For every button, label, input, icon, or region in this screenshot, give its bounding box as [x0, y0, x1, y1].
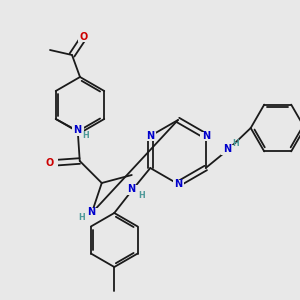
Text: O: O: [80, 32, 88, 42]
Text: H: H: [138, 190, 145, 200]
Text: N: N: [202, 131, 210, 141]
FancyBboxPatch shape: [78, 32, 90, 42]
FancyBboxPatch shape: [126, 185, 139, 195]
FancyBboxPatch shape: [46, 158, 58, 168]
Text: H: H: [232, 140, 239, 148]
Text: H: H: [78, 212, 85, 221]
Text: N: N: [146, 131, 154, 141]
Text: N: N: [87, 207, 95, 217]
Text: H: H: [82, 130, 89, 140]
FancyBboxPatch shape: [145, 131, 156, 140]
FancyBboxPatch shape: [200, 131, 211, 140]
Text: O: O: [46, 158, 54, 168]
FancyBboxPatch shape: [85, 208, 99, 218]
Text: N: N: [73, 125, 81, 135]
FancyBboxPatch shape: [172, 179, 184, 188]
FancyBboxPatch shape: [221, 145, 234, 155]
Text: N: N: [174, 179, 182, 189]
Text: N: N: [127, 184, 135, 194]
Text: N: N: [223, 144, 231, 154]
FancyBboxPatch shape: [72, 126, 84, 136]
